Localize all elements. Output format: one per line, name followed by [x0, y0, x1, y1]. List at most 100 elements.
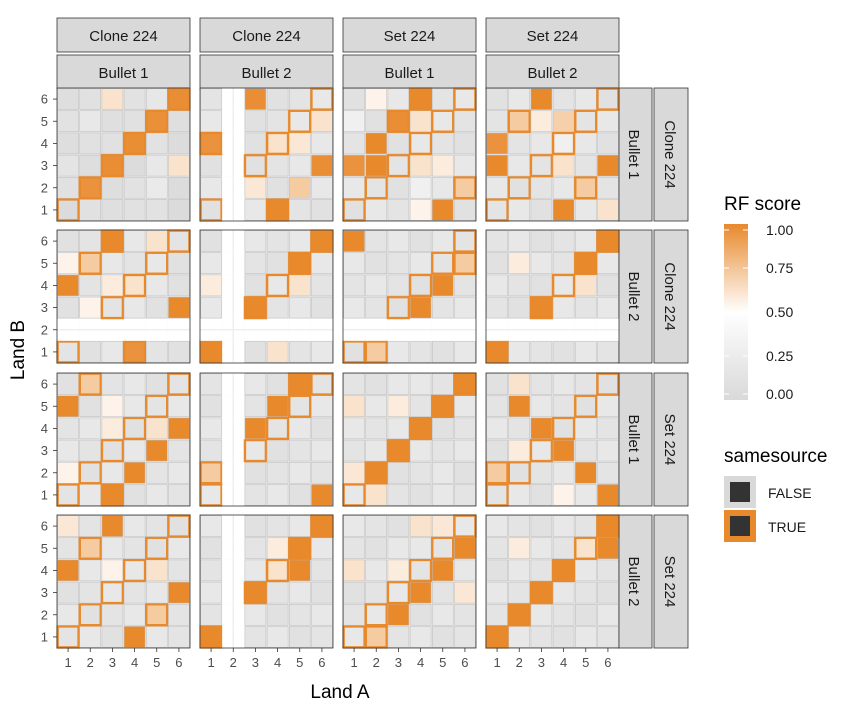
- legend-label-false: FALSE: [768, 485, 812, 501]
- heat-cell: [432, 626, 454, 648]
- heat-cell: [508, 515, 530, 537]
- heat-cell: [597, 559, 619, 582]
- heat-cell: [486, 537, 508, 559]
- heat-cell: [454, 604, 476, 626]
- heat-cell: [101, 252, 124, 274]
- heat-cell: [507, 603, 531, 627]
- heat-cell: [454, 199, 476, 221]
- heat-cell: [454, 559, 476, 582]
- panel-r3-c1: [56, 372, 191, 507]
- heat-cell: [311, 341, 333, 363]
- heat-cell: [486, 177, 508, 199]
- heat-cell: [200, 515, 222, 537]
- heat-cell: [289, 604, 311, 626]
- x-tick-label: 4: [560, 655, 567, 670]
- heat-cell: [552, 88, 575, 110]
- heat-cell: [343, 373, 365, 395]
- heat-cell: [79, 154, 101, 177]
- heat-cell: [289, 581, 311, 604]
- heat-cell: [123, 199, 146, 221]
- heat-cell: [265, 198, 290, 222]
- y-tick-label: 6: [41, 92, 48, 107]
- heat-cell: [78, 461, 102, 485]
- heat-cell: [146, 132, 168, 155]
- heat-cell: [508, 252, 530, 274]
- heat-cell: [365, 154, 387, 177]
- row-strip-inner-1: [617, 87, 653, 222]
- x-axis-title: Land A: [310, 682, 369, 703]
- heat-cell: [168, 177, 190, 199]
- heat-cell: [79, 439, 101, 462]
- heat-cell: [365, 537, 387, 559]
- heat-cell: [432, 559, 454, 582]
- heat-cell: [168, 537, 190, 559]
- y-tick-label: 2: [41, 180, 48, 195]
- heat-cell: [575, 604, 597, 626]
- heat-cell: [575, 341, 597, 363]
- heat-cell: [123, 154, 146, 177]
- column-strip-top-label-1: Clone 224: [89, 28, 157, 45]
- heat-cell: [453, 251, 477, 275]
- heat-cell: [364, 176, 388, 200]
- heat-cell: [486, 373, 508, 395]
- y-tick-label: 1: [41, 487, 48, 502]
- heat-cell: [123, 581, 146, 604]
- heat-cell: [575, 462, 597, 484]
- heat-cell: [530, 132, 553, 155]
- heat-cell: [123, 230, 146, 252]
- heat-cell: [266, 581, 289, 604]
- heat-cell: [56, 198, 80, 222]
- panel-r3-c2: [199, 372, 334, 507]
- heat-cell: [200, 581, 222, 604]
- panel-r1-c3: [342, 87, 477, 222]
- heat-cell: [508, 296, 530, 319]
- heat-cell: [342, 340, 366, 364]
- heat-cell: [168, 154, 190, 177]
- y-tick-label: 6: [41, 519, 48, 534]
- heat-cell: [552, 626, 575, 648]
- heat-cell: [575, 417, 597, 440]
- heat-cell: [343, 581, 365, 604]
- heat-cell: [507, 176, 531, 200]
- x-tick-label: 1: [493, 655, 500, 670]
- heat-cell: [123, 296, 146, 319]
- panel-r4-c2: [199, 514, 334, 649]
- heat-cell: [508, 230, 530, 252]
- heat-cell: [552, 230, 575, 252]
- heat-cell: [289, 274, 311, 297]
- heat-cell: [365, 132, 387, 155]
- heat-cell: [343, 537, 365, 559]
- heat-cell: [244, 373, 267, 395]
- heat-cell: [123, 626, 146, 648]
- heat-cell: [552, 296, 575, 319]
- heat-cell: [409, 154, 432, 177]
- heat-cell: [266, 626, 289, 648]
- y-tick-label: 3: [41, 585, 48, 600]
- legend-fill-label: 0.25: [766, 348, 793, 364]
- heat-cell: [597, 417, 619, 440]
- y-tick-label: 3: [41, 300, 48, 315]
- heat-cell: [168, 439, 190, 462]
- y-tick-label: 4: [41, 136, 48, 151]
- heat-cell: [387, 341, 410, 363]
- heat-cell: [596, 87, 620, 111]
- heat-cell: [146, 88, 168, 110]
- panel-r2-c3: [342, 229, 477, 364]
- heat-cell: [409, 110, 432, 132]
- heat-cell: [432, 154, 454, 177]
- heat-cell: [57, 395, 79, 417]
- heat-cell: [311, 395, 333, 417]
- legend-samesource-title: samesource: [724, 446, 828, 467]
- heat-cell: [529, 153, 554, 178]
- heat-cell: [387, 515, 410, 537]
- heat-cell: [101, 417, 124, 440]
- heat-cell: [486, 581, 508, 604]
- y-tick-label: 3: [41, 443, 48, 458]
- heat-cell: [266, 604, 289, 626]
- heat-cell: [409, 515, 432, 537]
- heat-cell: [168, 395, 190, 417]
- heat-cell: [597, 395, 619, 417]
- panel-r1-c2: [199, 87, 334, 222]
- heat-cell: [101, 341, 124, 363]
- heat-cell: [311, 604, 333, 626]
